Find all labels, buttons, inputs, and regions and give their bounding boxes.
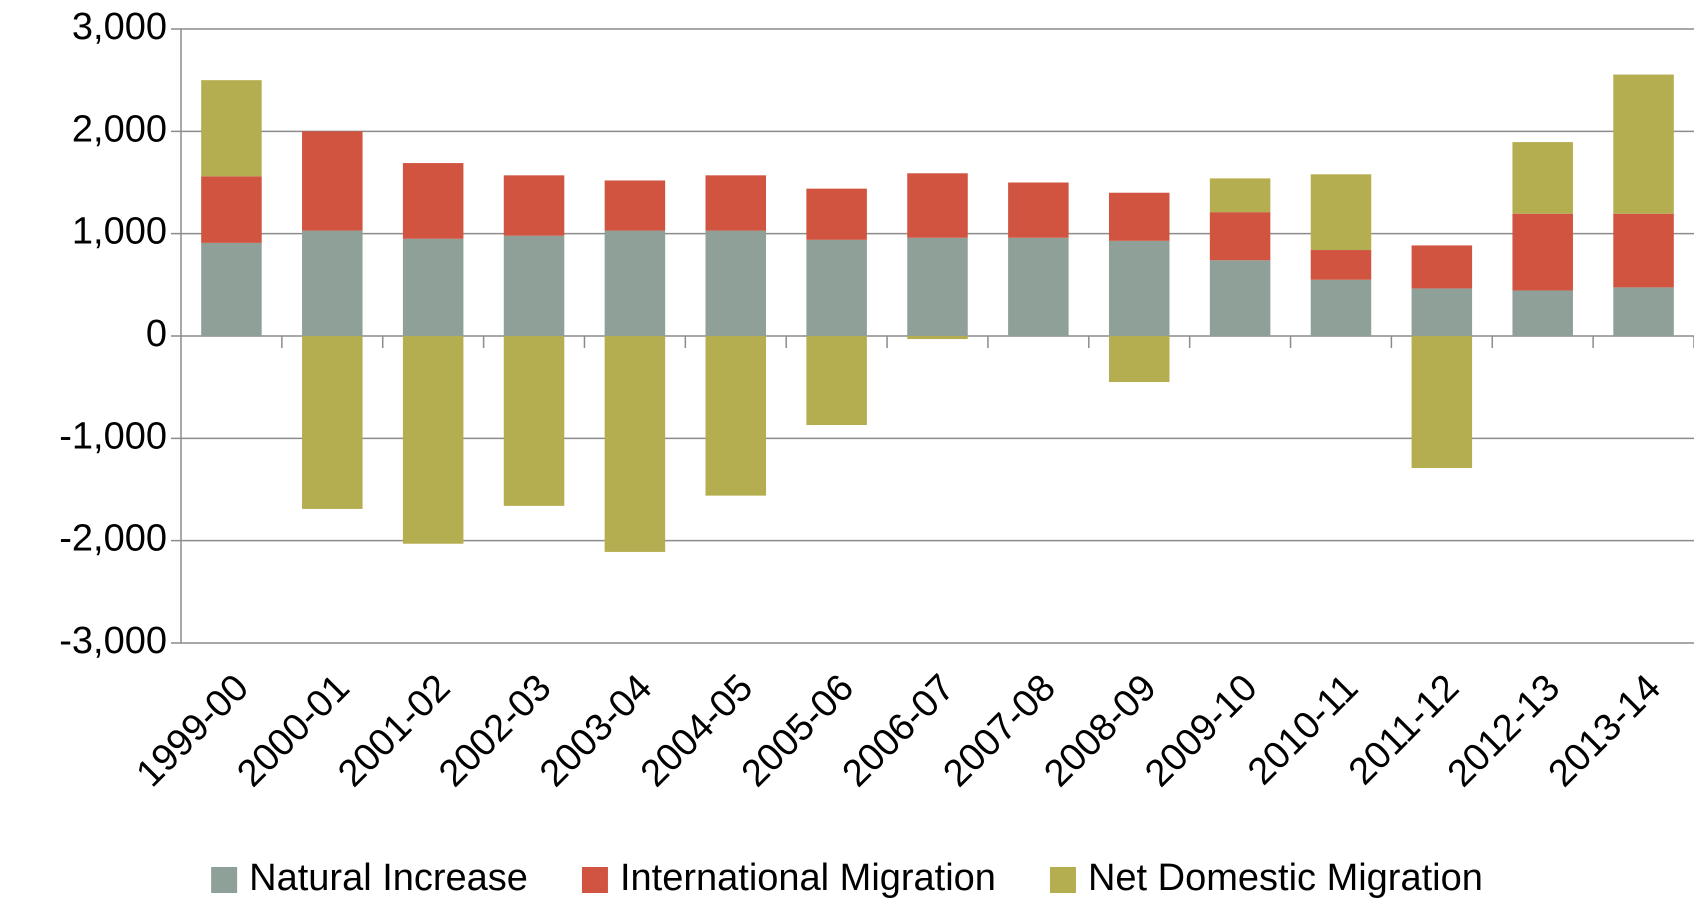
bar-segment [1613, 287, 1674, 336]
bar-segment [1209, 178, 1271, 213]
bar-segment [1613, 74, 1674, 214]
x-tick-label: 2003-04 [532, 667, 660, 795]
bar-segment [302, 131, 363, 231]
bar-segment [1310, 250, 1372, 280]
bar-segment [402, 238, 464, 336]
bar-segment [1512, 142, 1573, 214]
y-tick-label: 1,000 [72, 211, 167, 253]
bar-segment [907, 237, 968, 336]
x-tick-label: 2013-14 [1541, 667, 1669, 795]
bar-segment [503, 336, 565, 506]
bar-segment [806, 336, 867, 426]
bar-segment [1613, 213, 1674, 288]
bar-segment [705, 230, 767, 336]
bar-segment [907, 336, 968, 340]
x-tick-label: 1999-00 [129, 667, 257, 795]
bar-segment [1008, 237, 1069, 336]
bar-segment [1108, 336, 1170, 383]
bar-segment [1411, 336, 1473, 469]
bar-segment [604, 336, 666, 552]
bar-segment [604, 180, 666, 231]
legend: Natural Increase International Migration N… [211, 857, 1483, 899]
x-tick-label: 2004-05 [633, 667, 761, 795]
bar-segment [503, 175, 565, 236]
y-tick-label: 2,000 [72, 108, 167, 150]
bar-segment [302, 230, 363, 336]
x-tick-label: 2010-11 [1240, 667, 1366, 793]
bar-segment [201, 176, 262, 243]
bar-segment [1209, 260, 1271, 336]
bar-segment [1008, 182, 1069, 238]
x-tick-label: 2000-01 [229, 667, 357, 795]
legend-swatch [211, 867, 238, 893]
bar-segment [705, 336, 767, 496]
bar-segment [1411, 245, 1473, 289]
bar-segment [503, 235, 565, 336]
x-tick-label: 2008-09 [1036, 667, 1164, 795]
y-tick-label: -2,000 [59, 518, 167, 560]
x-tick-label: 2012-13 [1440, 667, 1568, 795]
bar-segment [1310, 174, 1372, 251]
bar-segment [201, 80, 262, 177]
bar-segment [806, 239, 867, 336]
bar-segment [201, 242, 262, 336]
bar-segment [402, 163, 464, 239]
bar-segment [1209, 212, 1271, 261]
legend-swatch [1049, 867, 1076, 893]
bar-segment [402, 336, 464, 544]
bar-segment [1310, 279, 1372, 336]
legend-label: Natural Increase [249, 857, 528, 899]
bar-segment [907, 173, 968, 238]
bar-segment [1411, 288, 1473, 336]
bar-segment [806, 188, 867, 240]
x-tick-label: 2002-03 [431, 667, 559, 795]
y-tick-label: 3,000 [72, 6, 167, 48]
bar-segment [604, 230, 666, 336]
bar-segment [1512, 290, 1573, 336]
bar-segment [705, 175, 767, 231]
bar-segment [1108, 192, 1170, 241]
y-tick-label: -3,000 [59, 620, 167, 662]
x-tick-label: 2007-08 [936, 667, 1064, 795]
x-tick-label: 2009-10 [1137, 667, 1265, 795]
x-tick-label: 2006-07 [835, 667, 963, 795]
x-tick-label: 2001-02 [330, 667, 458, 795]
x-tick-label: 2005-06 [734, 667, 862, 795]
legend-swatch [581, 867, 608, 893]
bar-segment [302, 336, 363, 509]
bar-segment [1512, 213, 1573, 291]
legend-label: International Migration [620, 857, 996, 899]
y-tick-label: -1,000 [59, 415, 167, 457]
legend-label: Net Domestic Migration [1088, 857, 1483, 899]
bar-segment [1108, 240, 1170, 336]
y-tick-label: 0 [146, 313, 167, 355]
